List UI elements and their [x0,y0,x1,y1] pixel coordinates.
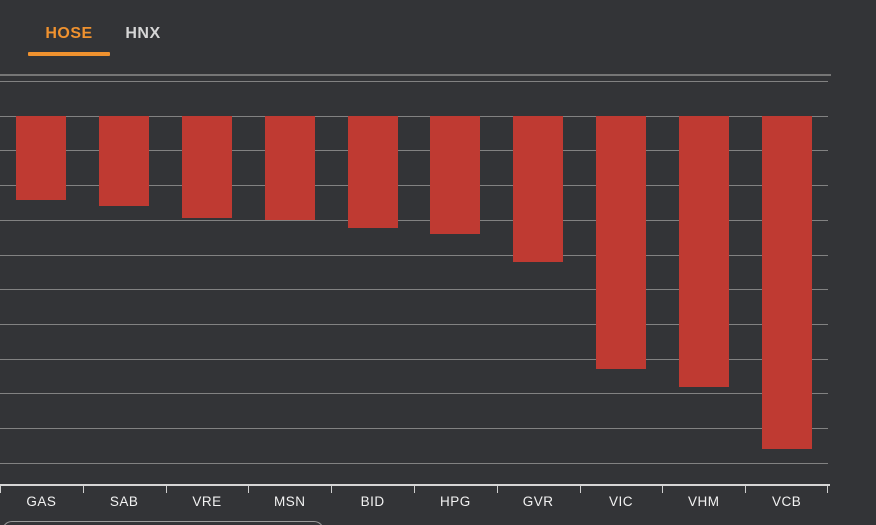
bar-hpg[interactable] [430,115,481,234]
x-axis-label-sab: SAB [109,494,139,509]
x-axis-tick [497,486,498,493]
bar-msn[interactable] [264,115,315,221]
bar-vcb[interactable] [761,115,812,449]
bar-vhm[interactable] [678,115,729,388]
x-axis-tick [331,486,332,493]
x-axis-label-gvr: GVR [522,494,554,509]
x-axis-label-vic: VIC [608,494,633,509]
x-axis-line [0,484,830,486]
x-axis-label-gas: GAS [26,494,57,509]
tab-hose-label: HOSE [45,25,93,42]
x-axis-label-bid: BID [360,494,385,509]
x-axis-label-hpg: HPG [440,494,471,509]
x-axis-tick [414,486,415,493]
tab-hose[interactable]: HOSE [28,24,110,58]
x-axis-tick [662,486,663,493]
x-axis-tick [83,486,84,493]
bottom-partial-panel[interactable] [2,521,324,525]
bar-vic[interactable] [596,115,646,369]
x-axis-tick [827,486,828,493]
active-tab-underline [28,52,110,56]
x-axis-tick [0,486,1,493]
gridline [0,428,828,429]
x-axis-label-msn: MSN [274,494,306,509]
bar-bid[interactable] [347,115,398,229]
tab-bar-divider [0,74,831,76]
x-axis-tick [580,486,581,493]
x-axis-label-vhm: VHM [688,494,720,509]
tab-hnx[interactable]: HNX [121,24,165,58]
bar-vre[interactable] [182,115,232,219]
bar-sab[interactable] [99,115,150,206]
x-axis-label-vcb: VCB [771,494,802,509]
bar-gas[interactable] [16,115,67,201]
tab-bar: HOSE HNX [0,0,876,76]
tab-hnx-label: HNX [125,25,161,42]
gridline [0,81,828,82]
x-axis-tick [166,486,167,493]
x-axis-label-vre: VRE [192,494,222,509]
gridline [0,462,828,464]
x-axis-tick [745,486,746,493]
gridline [0,393,828,395]
bar-gvr[interactable] [513,115,564,263]
x-axis-tick [248,486,249,493]
